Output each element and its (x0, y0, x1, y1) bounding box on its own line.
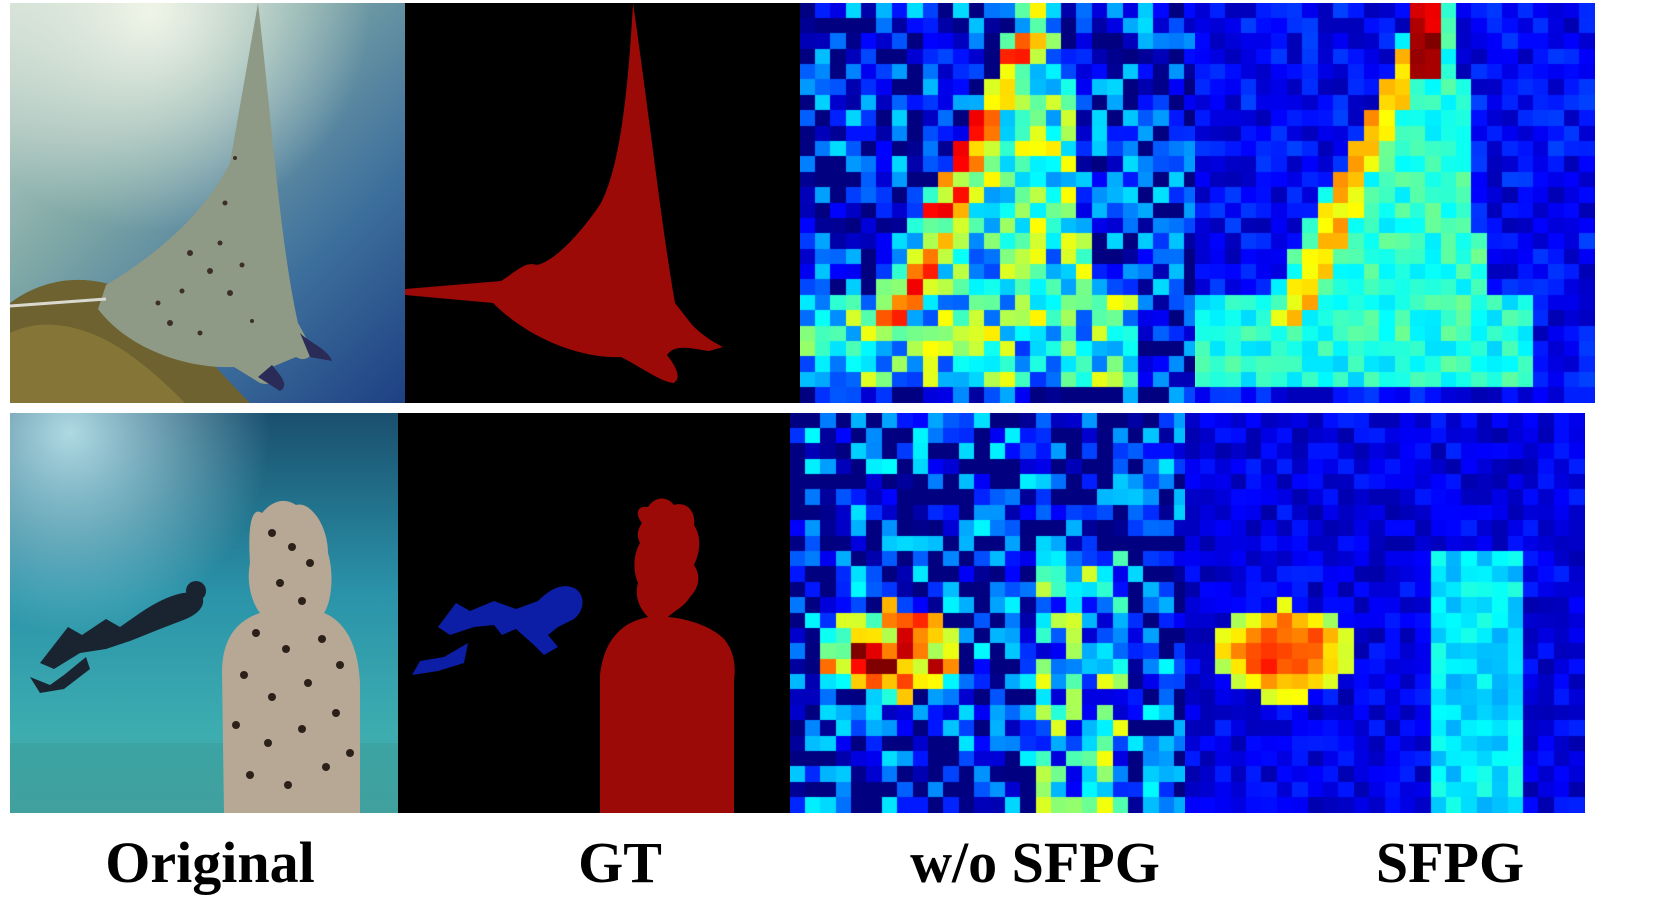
caption-gt: GT (578, 830, 662, 895)
original-diver-statue-image (10, 413, 410, 813)
gt-mask-manta (405, 3, 805, 403)
caption-sfpg: SFPG (1375, 830, 1525, 895)
original-manta-image (10, 3, 410, 403)
caption-wo-sfpg: w/o SFPG (910, 830, 1160, 895)
heatmap-wo-sfpg-row1 (800, 3, 1200, 403)
heatmap-sfpg-row1 (1195, 3, 1595, 403)
heatmap-wo-sfpg-row2 (790, 413, 1190, 813)
caption-original: Original (105, 830, 315, 895)
gt-mask-diver-statue (398, 413, 798, 813)
heatmap-sfpg-row2 (1185, 413, 1585, 813)
